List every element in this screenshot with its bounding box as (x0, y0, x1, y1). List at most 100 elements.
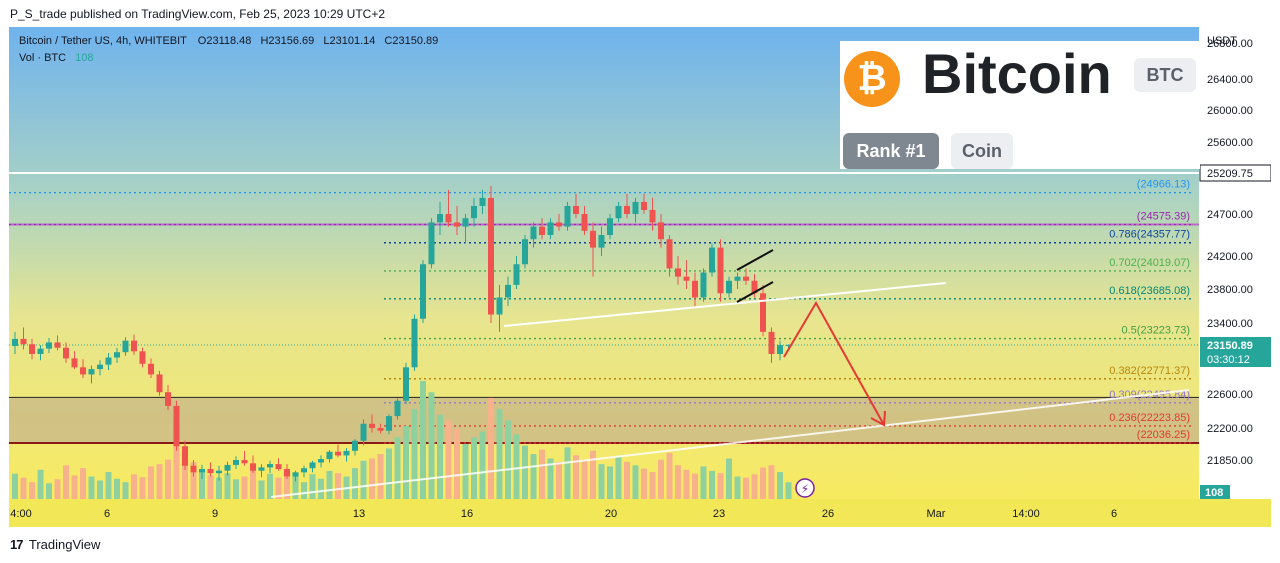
volume-bar (437, 414, 443, 499)
candle-body (241, 460, 248, 464)
candle-body (275, 464, 282, 470)
volume-bar (46, 483, 52, 499)
candle-body (224, 464, 231, 471)
candle-body (29, 344, 35, 354)
volume-bar (165, 459, 171, 499)
fib-level-label: (24575.39) (1137, 210, 1190, 222)
ohlc-open: O23118.48 (197, 35, 252, 47)
candle-body (760, 293, 766, 332)
candle-body (607, 218, 613, 235)
price-axis-tick: 25600.00 (1207, 137, 1253, 149)
volume-bar (309, 474, 316, 499)
volume-bar (445, 420, 452, 499)
candle-body (233, 460, 239, 465)
tradingview-logo-icon: 17 (10, 537, 24, 552)
volume-bar (284, 472, 290, 499)
volume-bar (692, 473, 698, 499)
volume-bar (658, 459, 664, 499)
volume-bar (233, 479, 239, 499)
tradingview-brand: TradingView (28, 537, 101, 552)
symbol-line: Bitcoin / Tether US, 4h, WHITEBIT (19, 35, 187, 47)
candle-body (726, 280, 732, 294)
candle-body (190, 465, 197, 473)
time-axis-background (9, 499, 1271, 527)
volume-bar (488, 397, 494, 499)
candle-body (12, 338, 18, 346)
volume-bar (547, 458, 554, 499)
volume-bar (598, 464, 605, 499)
candle-body (267, 464, 273, 468)
candle-body (615, 205, 622, 219)
candle-body (564, 205, 571, 227)
volume-bar (386, 448, 392, 499)
price-axis-unit: USDT (1207, 35, 1237, 47)
volume-bar (131, 474, 137, 499)
candle-body (751, 280, 758, 294)
candle-body (37, 348, 44, 354)
volume-bar (318, 478, 324, 499)
candle-body (216, 470, 222, 474)
time-axis-tick: 14:00 (1012, 508, 1040, 520)
candle-body (539, 226, 545, 235)
volume-bar (105, 472, 112, 499)
candle-body (666, 239, 673, 269)
time-axis-tick: 23 (713, 508, 725, 520)
coin-tag: Coin (951, 133, 1013, 169)
candle-body (122, 340, 129, 353)
price-axis-tick: 21850.00 (1207, 455, 1253, 467)
candle-body (411, 318, 418, 368)
top-line-tag-box (1199, 164, 1271, 182)
candle-body (675, 268, 681, 277)
candle-body (71, 358, 78, 368)
candle-body (479, 197, 486, 206)
candle-body (207, 469, 214, 474)
flag-upper-line (736, 249, 774, 271)
time-axis-tick: 26 (822, 508, 834, 520)
current-price-tag: 23150.89 (1207, 340, 1253, 352)
footer[interactable]: 17 TradingView (10, 537, 100, 552)
time-axis-tick: 13 (353, 508, 365, 520)
volume-bar (394, 437, 401, 499)
candle-body (488, 197, 494, 315)
volume-bar (615, 456, 622, 499)
publisher-line: P_S_trade published on TradingView.com, … (10, 7, 386, 21)
candle-body (139, 351, 146, 364)
fib-level-label: 0.702(24019.07) (1109, 257, 1190, 269)
candle-body (148, 363, 154, 375)
candle-body (709, 247, 715, 273)
volume-bar (709, 470, 715, 499)
candle-body (717, 247, 724, 294)
candle-body (131, 340, 137, 352)
price-axis-background (1199, 27, 1271, 499)
candle-body (352, 440, 358, 451)
bitcoin-overlay: ₿ Bitcoin BTC Rank #1 Coin (840, 41, 1200, 169)
candle-body (386, 416, 392, 431)
candle-body (88, 369, 95, 375)
candle-body (292, 472, 299, 477)
time-axis-tick: 4:00 (10, 508, 31, 520)
volume-bar (275, 477, 282, 499)
volume-bar (700, 466, 707, 499)
volume-bar (216, 477, 222, 499)
volume-bar (777, 472, 783, 499)
price-axis-tick: 23400.00 (1207, 318, 1253, 330)
volume-bar (190, 461, 197, 499)
candle-body (326, 451, 333, 460)
candle-body (513, 264, 520, 285)
candle-body (156, 374, 163, 393)
volume-bar (182, 451, 188, 499)
fib-level-label: 0.236(22223.85) (1109, 412, 1190, 424)
time-axis-tick: 6 (104, 508, 110, 520)
volume-bar (54, 479, 61, 499)
ohlc-high: H23156.69 (260, 35, 315, 47)
volume-bar (199, 470, 205, 499)
volume-bar (20, 477, 27, 499)
volume-bar (80, 468, 86, 499)
volume-bar (505, 420, 511, 499)
candle-body (683, 276, 690, 281)
volume-bar (675, 465, 681, 499)
fib-level-label: (22036.25) (1137, 429, 1190, 441)
fib-level-label: 0.382(22771.37) (1109, 365, 1190, 377)
volume-bar (267, 473, 273, 499)
candle-body (785, 345, 792, 347)
